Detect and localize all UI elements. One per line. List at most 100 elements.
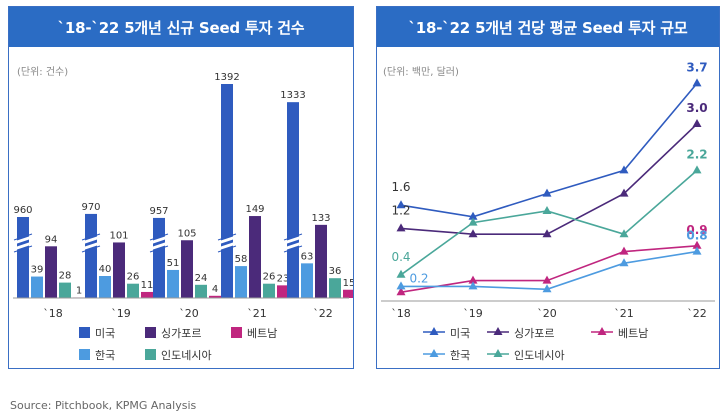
bar-indonesia-4 — [329, 278, 341, 298]
bar-legend-swatch-indonesia — [145, 349, 156, 360]
point-korea-4 — [692, 246, 702, 255]
bar-us-3 — [221, 84, 233, 298]
point-vietnam-4 — [692, 240, 702, 249]
bar-legend-label-vietnam: 베트남 — [247, 327, 277, 340]
bar-label-vietnam-4: 15 — [343, 278, 353, 289]
bar-legend-label-us: 미국 — [95, 327, 115, 340]
bar-label-singapore-3: 149 — [245, 204, 264, 215]
line-legend-marker-us — [429, 327, 439, 335]
point-singapore-4 — [692, 119, 702, 127]
axis-break-mark — [149, 241, 169, 251]
axis-break-mark — [149, 233, 169, 241]
bar-x-tick-1: `19 — [111, 307, 131, 320]
start-label-singapore: 1.2 — [391, 203, 410, 217]
point-us-1 — [468, 211, 478, 220]
bar-legend-label-korea: 한국 — [95, 349, 115, 362]
bar-legend-swatch-us — [79, 327, 90, 338]
bar-chart-svg: (단위: 건수)9603994281`18970401012611`199575… — [13, 65, 353, 362]
line-legend-label-singapore: 싱가포르 — [514, 327, 554, 340]
bar-vietnam-4 — [343, 289, 353, 298]
bar-singapore-3 — [249, 216, 261, 298]
point-singapore-3 — [619, 188, 629, 197]
bar-us-0 — [17, 217, 29, 298]
axis-break-mark — [217, 233, 237, 241]
source-note: Source: Pitchbook, KPMG Analysis — [10, 399, 197, 412]
end-label-indonesia: 2.2 — [686, 147, 707, 161]
bar-vietnam-1 — [141, 291, 153, 298]
bar-label-us-1: 970 — [81, 202, 100, 213]
bar-label-us-2: 957 — [149, 206, 168, 217]
bar-korea-3 — [235, 266, 247, 298]
bar-vietnam-3 — [277, 285, 289, 298]
point-vietnam-3 — [619, 246, 629, 255]
point-korea-1 — [468, 281, 478, 290]
bar-label-singapore-4: 133 — [311, 213, 330, 224]
bar-label-vietnam-3: 23 — [277, 273, 290, 284]
bar-korea-2 — [167, 269, 179, 298]
point-singapore-0 — [396, 223, 406, 232]
point-singapore-2 — [542, 229, 552, 238]
bar-label-korea-3: 58 — [235, 254, 248, 265]
axis-break-mark — [217, 245, 237, 253]
bar-indonesia-1 — [127, 283, 139, 298]
axis-break-mark — [81, 241, 101, 251]
bar-us-2 — [153, 217, 165, 298]
bar-legend-swatch-vietnam — [231, 327, 242, 338]
bar-korea-0 — [31, 276, 43, 298]
axis-break-mark — [13, 233, 33, 241]
line-legend-marker-vietnam — [597, 327, 607, 335]
axis-break-mark — [81, 235, 101, 245]
bar-label-indonesia-2: 24 — [195, 273, 208, 284]
bar-us-1 — [85, 213, 97, 298]
axis-break-mark — [217, 241, 237, 251]
bar-chart-panel: `18-`22 5개년 신규 Seed 투자 건수 (단위: 건수) 960 39 9… — [8, 6, 354, 369]
bar-unit-label: (단위: 건수) — [17, 65, 68, 78]
point-korea-0 — [396, 281, 406, 290]
line-x-tick-4: `22 — [687, 307, 707, 320]
bar-x-tick-4: `22 — [313, 307, 333, 320]
bar-korea-4 — [301, 263, 313, 298]
bar-label-korea-4: 63 — [301, 251, 314, 262]
point-us-0 — [396, 200, 406, 209]
axis-break-mark — [13, 235, 33, 245]
axis-break-mark — [283, 235, 303, 245]
line-us — [400, 82, 698, 218]
axis-break-mark — [13, 241, 33, 251]
bar-label-indonesia-0: 28 — [59, 271, 72, 282]
bar-label-indonesia-1: 26 — [127, 272, 140, 283]
line-x-tick-3: `21 — [614, 307, 634, 320]
bar-label-us-3: 1392 — [214, 72, 239, 83]
line-chart-title: `18-`22 5개년 건당 평균 Seed 투자 규모 — [377, 7, 719, 47]
end-label-us: 3.7 — [686, 60, 707, 74]
point-indonesia-2 — [542, 206, 552, 214]
line-chart-panel: `18-`22 5개년 건당 평균 Seed 투자 규모 (단위: 백만, 달러… — [376, 6, 720, 369]
bar-label-indonesia-4: 36 — [329, 266, 342, 277]
bar-x-tick-2: `20 — [179, 307, 199, 320]
line-x-tick-0: `18 — [391, 307, 411, 320]
bar-us-4 — [287, 102, 299, 298]
end-label-vietnam: 0.9 — [686, 223, 707, 237]
start-label-korea: 0.2 — [409, 271, 428, 285]
bar-singapore-4 — [315, 224, 327, 298]
end-label-korea: 0.8 — [686, 229, 707, 243]
axis-break-mark — [81, 245, 101, 253]
point-indonesia-4 — [692, 165, 702, 174]
line-legend-label-korea: 한국 — [450, 349, 470, 362]
line-unit-label: (단위: 백만, 달러) — [383, 65, 459, 78]
bar-singapore-0 — [45, 246, 57, 298]
line-legend-marker-indonesia — [493, 349, 503, 357]
point-vietnam-0 — [396, 287, 406, 296]
line-legend-label-vietnam: 베트남 — [618, 327, 648, 340]
point-korea-3 — [619, 258, 629, 267]
bar-legend-label-singapore: 싱가포르 — [161, 327, 201, 340]
start-label-indonesia: 0.4 — [391, 250, 410, 264]
bar-label-us-4: 1333 — [280, 90, 305, 101]
line-legend-label-indonesia: 인도네시아 — [514, 349, 565, 362]
line-korea — [401, 250, 698, 291]
bar-label-vietnam-2: 4 — [212, 284, 218, 295]
bar-singapore-2 — [181, 240, 193, 298]
bar-label-indonesia-3: 26 — [263, 272, 276, 283]
bar-label-us-0: 960 — [13, 205, 32, 216]
start-label-us: 1.6 — [391, 180, 410, 194]
axis-break-mark — [283, 233, 303, 241]
